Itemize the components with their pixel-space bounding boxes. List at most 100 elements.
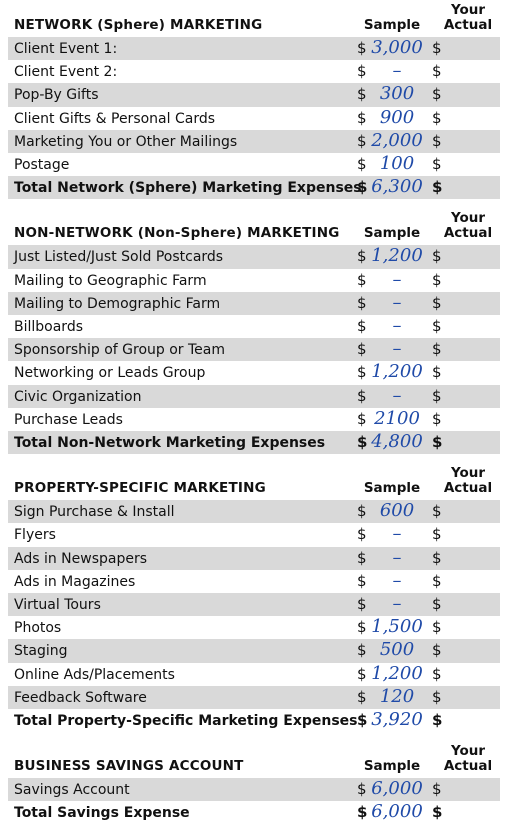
currency-sign: $ bbox=[432, 39, 442, 57]
currency-sign: $ bbox=[357, 687, 367, 706]
total-label: Total Savings Expense bbox=[14, 805, 190, 822]
currency-sign: $ bbox=[357, 664, 367, 683]
currency-sign: $ bbox=[432, 502, 442, 521]
sample-value: 600 bbox=[379, 500, 415, 522]
sample-value: 120 bbox=[379, 685, 415, 707]
actual-header: Your bbox=[450, 743, 486, 760]
sample-value: 100 bbox=[379, 153, 415, 174]
section-title: PROPERTY-SPECIFIC MARKETING bbox=[14, 480, 266, 497]
row-label: Feedback Software bbox=[14, 689, 147, 706]
row-label: Purchase Leads bbox=[14, 411, 123, 428]
actual-header: Actual bbox=[443, 17, 493, 33]
currency-sign: $ bbox=[432, 62, 442, 81]
row-label: Photos bbox=[14, 620, 62, 637]
row-label: Sponsorship of Group or Team bbox=[14, 342, 226, 359]
currency-sign: $ bbox=[432, 548, 442, 567]
sample-value: – bbox=[392, 315, 402, 336]
sample-value: 500 bbox=[379, 639, 415, 661]
row-background bbox=[8, 384, 500, 408]
row-background bbox=[8, 546, 500, 570]
row-label: Client Event 1: bbox=[14, 41, 118, 57]
row-label: Billboards bbox=[14, 319, 83, 335]
currency-sign: $ bbox=[432, 85, 442, 104]
section-title: BUSINESS SAVINGS ACCOUNT bbox=[14, 758, 244, 775]
currency-sign: $ bbox=[432, 409, 442, 428]
actual-header: Your bbox=[450, 210, 486, 227]
currency-sign: $ bbox=[357, 39, 367, 57]
sample-value: – bbox=[392, 569, 402, 591]
sample-value: – bbox=[392, 384, 402, 406]
currency-sign: $ bbox=[357, 641, 367, 660]
sample-value: – bbox=[392, 60, 402, 82]
sample-header: Sample bbox=[363, 758, 421, 775]
row-label: Pop-By Gifts bbox=[14, 87, 99, 104]
sample-value: 6,300 bbox=[371, 176, 423, 198]
row-label: Ads in Newspapers bbox=[14, 550, 148, 567]
sample-header: Sample bbox=[363, 225, 421, 242]
currency-sign: $ bbox=[357, 780, 367, 799]
sample-value: – bbox=[392, 338, 402, 360]
row-background bbox=[8, 685, 500, 709]
sample-value: 2,000 bbox=[371, 129, 423, 151]
sample-value: 2100 bbox=[374, 407, 420, 429]
row-background bbox=[8, 37, 500, 61]
row-background bbox=[8, 338, 500, 362]
row-background bbox=[8, 176, 500, 200]
currency-sign: $ bbox=[357, 178, 368, 197]
row-label: Online Ads/Placements bbox=[14, 666, 175, 683]
currency-sign: $ bbox=[432, 155, 442, 173]
row-background bbox=[8, 593, 500, 617]
currency-sign: $ bbox=[432, 803, 443, 822]
sample-header: Sample bbox=[363, 17, 421, 33]
currency-sign: $ bbox=[432, 433, 443, 451]
row-label: Mailing to Geographic Farm bbox=[14, 272, 207, 289]
currency-sign: $ bbox=[357, 293, 367, 312]
sample-value: 3,920 bbox=[371, 709, 423, 730]
row-background bbox=[8, 639, 500, 663]
actual-header: Your bbox=[450, 465, 486, 482]
row-background bbox=[8, 83, 500, 107]
currency-sign: $ bbox=[357, 85, 367, 104]
row-label: Civic Organization bbox=[14, 388, 142, 405]
sample-value: 300 bbox=[379, 83, 415, 105]
row-background bbox=[8, 431, 500, 455]
row-background bbox=[8, 291, 500, 315]
currency-sign: $ bbox=[432, 247, 442, 266]
currency-sign: $ bbox=[432, 108, 442, 127]
currency-sign: $ bbox=[432, 618, 442, 637]
actual-header: Actual bbox=[443, 480, 493, 497]
currency-sign: $ bbox=[357, 433, 368, 451]
currency-sign: $ bbox=[357, 62, 367, 81]
row-label: Sign Purchase & Install bbox=[14, 504, 175, 521]
currency-sign: $ bbox=[357, 247, 367, 266]
currency-sign: $ bbox=[432, 317, 442, 335]
row-background bbox=[8, 129, 500, 153]
row-label: Savings Account bbox=[14, 782, 130, 799]
sample-value: 6,000 bbox=[371, 778, 423, 800]
currency-sign: $ bbox=[432, 293, 442, 312]
currency-sign: $ bbox=[432, 687, 442, 706]
currency-sign: $ bbox=[357, 386, 367, 405]
currency-sign: $ bbox=[432, 780, 442, 799]
currency-sign: $ bbox=[357, 711, 368, 729]
currency-sign: $ bbox=[432, 571, 442, 590]
sample-value: 1,500 bbox=[371, 616, 423, 638]
currency-sign: $ bbox=[357, 548, 367, 567]
currency-sign: $ bbox=[357, 317, 367, 335]
currency-sign: $ bbox=[432, 525, 442, 544]
currency-sign: $ bbox=[357, 525, 367, 544]
sample-value: 3,000 bbox=[371, 37, 423, 58]
currency-sign: $ bbox=[357, 502, 367, 521]
sample-value: 1,200 bbox=[371, 361, 423, 383]
sample-value: 1,200 bbox=[371, 245, 423, 267]
currency-sign: $ bbox=[432, 711, 443, 729]
sample-value: 900 bbox=[379, 106, 415, 128]
actual-header: Actual bbox=[443, 758, 493, 775]
sample-value: – bbox=[392, 546, 402, 568]
currency-sign: $ bbox=[432, 363, 442, 382]
currency-sign: $ bbox=[357, 155, 367, 173]
currency-sign: $ bbox=[357, 131, 367, 150]
currency-sign: $ bbox=[432, 340, 442, 359]
currency-sign: $ bbox=[432, 595, 442, 613]
currency-sign: $ bbox=[432, 664, 442, 683]
